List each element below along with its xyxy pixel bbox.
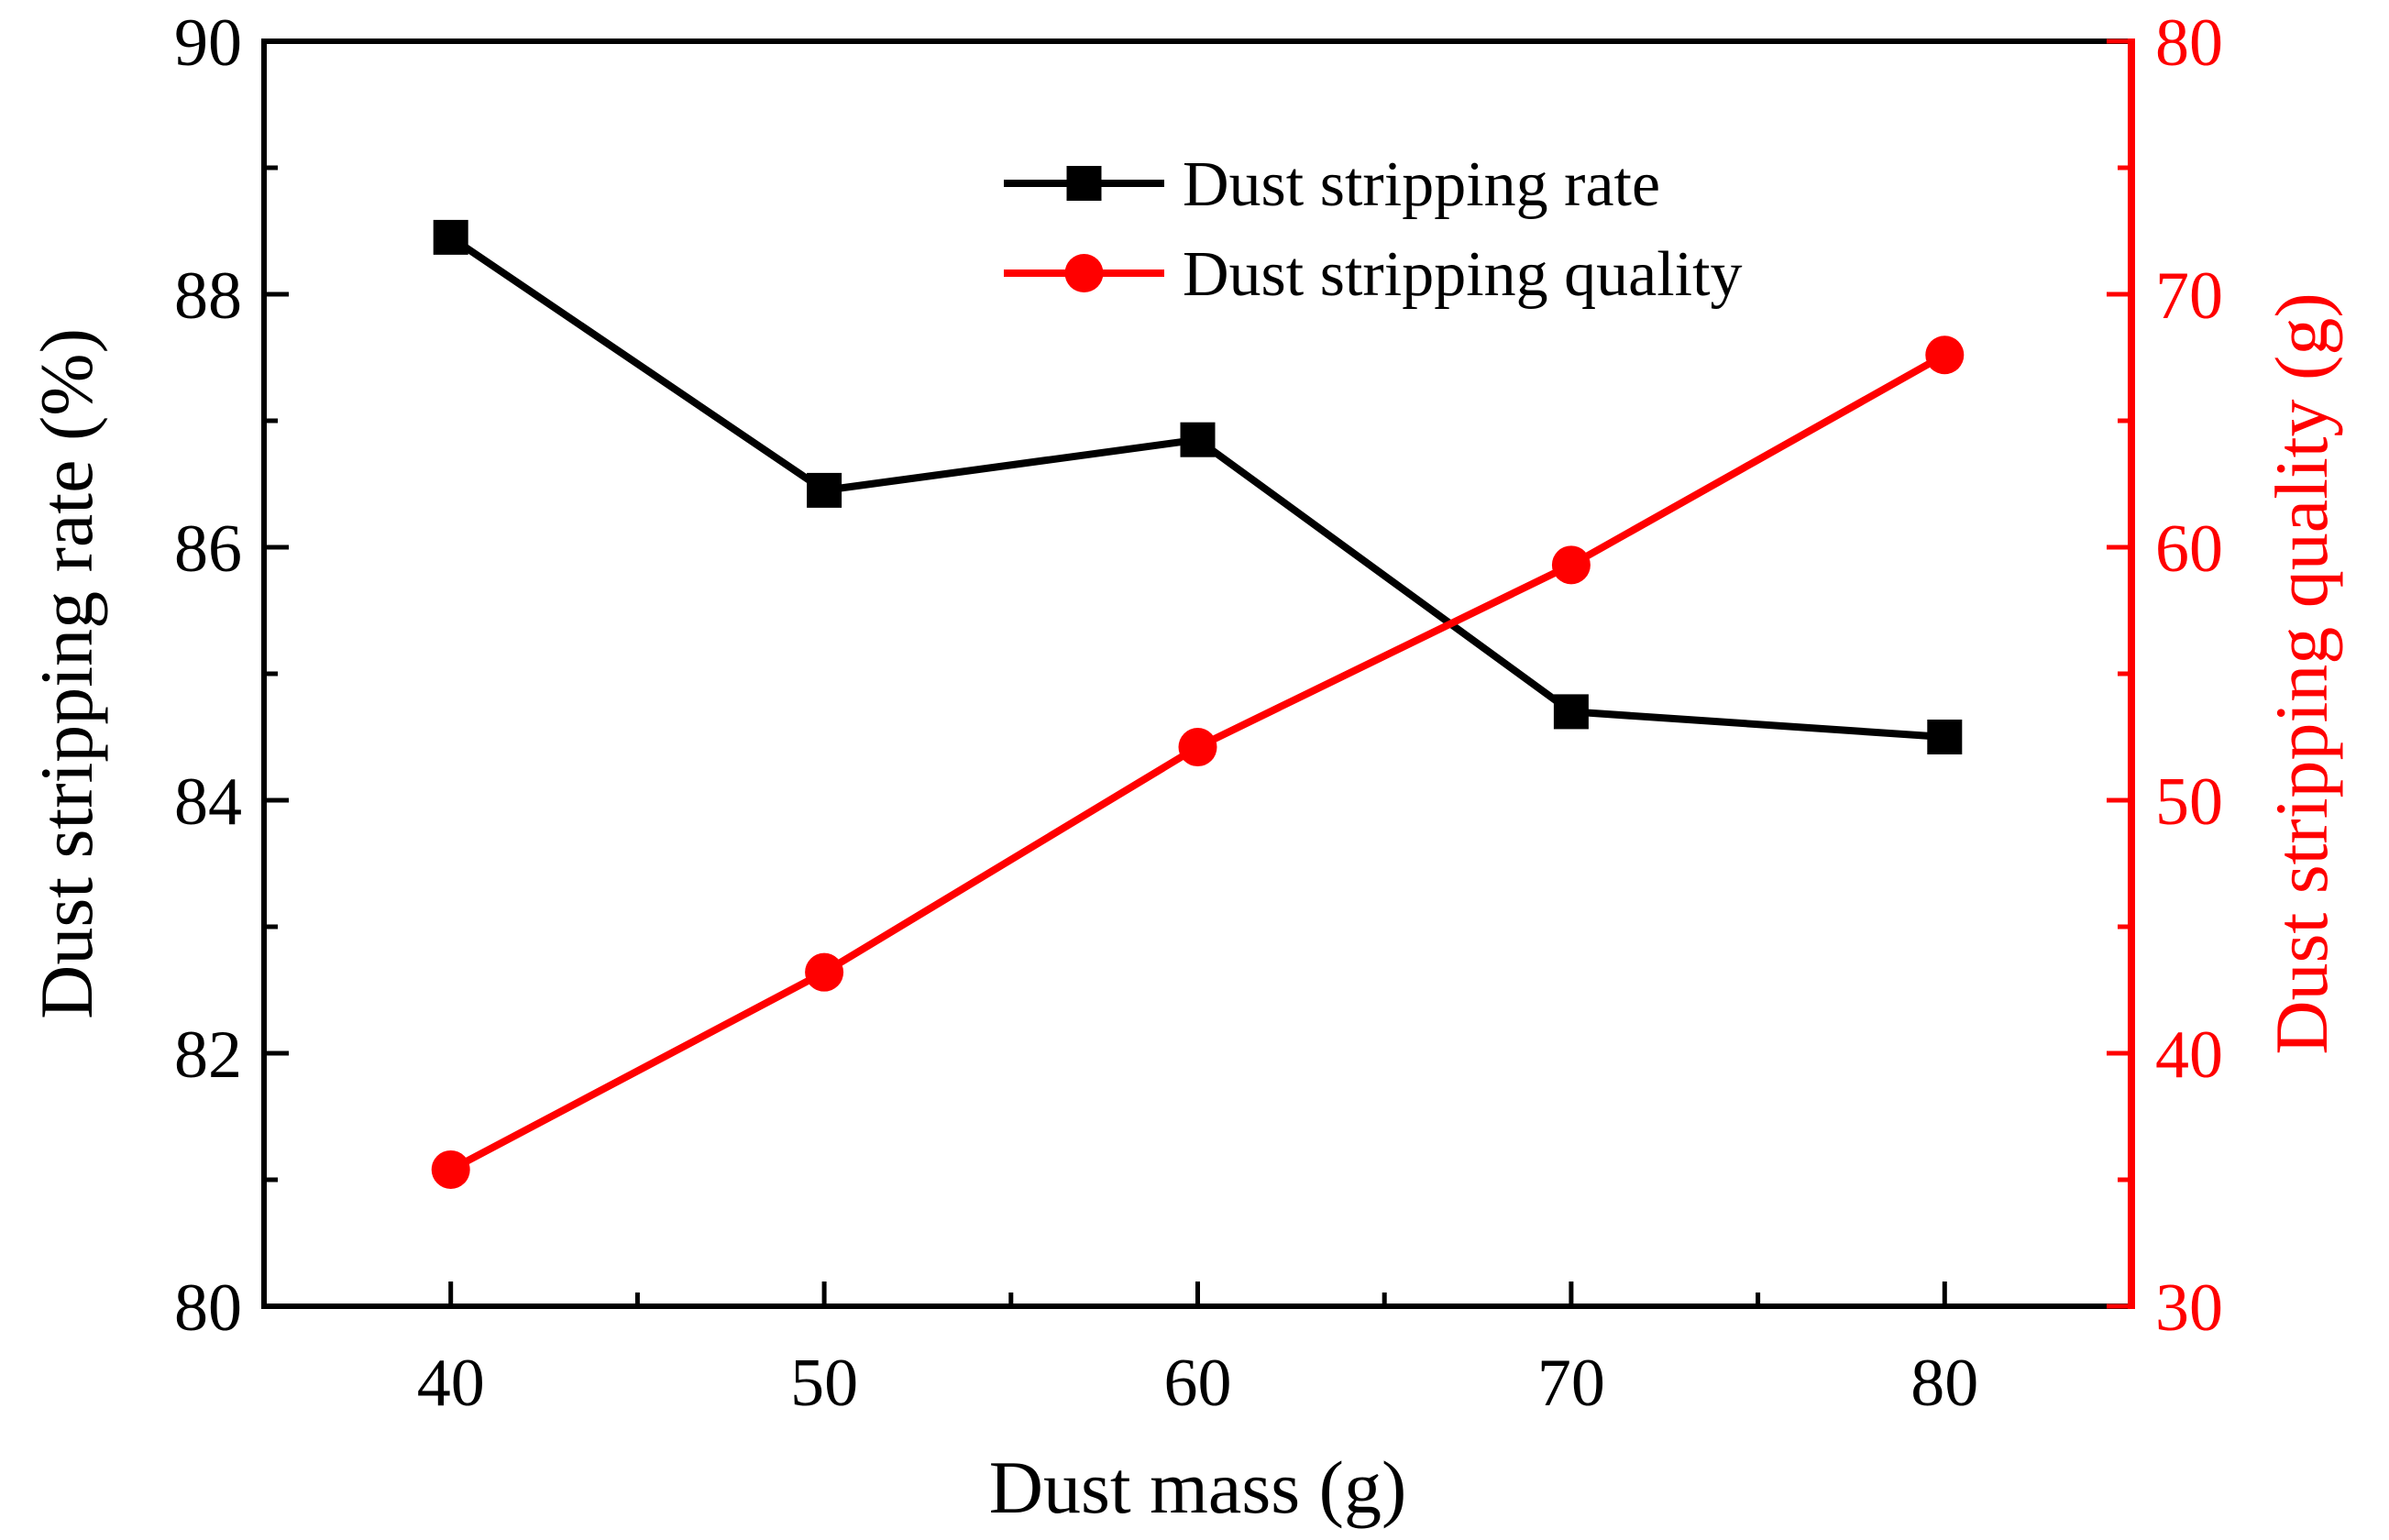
data-point-dust-stripping-quality: [1551, 545, 1591, 585]
y-tick-label-right: 60: [2155, 512, 2223, 587]
y-tick-label-right: 30: [2155, 1270, 2223, 1346]
axis-labels: Dust mass (g) Dust stripping rate (%) Du…: [25, 292, 2343, 1529]
x-tick-label: 50: [790, 1346, 858, 1421]
axes-layer: 80 82 84 86 88 90 40 50 60 70 80 30 40 50 60 70 80: [174, 6, 2223, 1421]
data-point-dust-stripping-rate: [1553, 694, 1589, 730]
y-tick-label-right: 70: [2155, 258, 2223, 334]
y-tick-label-right: 80: [2155, 6, 2223, 81]
x-tick-label: 70: [1537, 1346, 1605, 1421]
x-tick-label: 60: [1164, 1346, 1232, 1421]
legend-label-dust-stripping-rate: Dust stripping rate: [1183, 149, 1660, 220]
y-tick-label-right: 40: [2155, 1018, 2223, 1093]
legend-marker-dust-stripping-quality: [1064, 254, 1104, 292]
data-point-dust-stripping-quality: [805, 952, 844, 992]
y-tick-label-left: 88: [174, 258, 242, 334]
y-tick-label-left: 84: [174, 764, 242, 840]
y-tick-label-right: 50: [2155, 764, 2223, 840]
data-point-dust-stripping-rate: [1180, 422, 1216, 457]
data-point-dust-stripping-rate: [433, 219, 468, 255]
y-axis-title-left: Dust stripping rate (%): [25, 328, 108, 1019]
x-tick-label: 40: [417, 1346, 485, 1421]
legend-label-dust-stripping-quality: Dust stripping quality: [1183, 239, 1743, 310]
legend-marker-dust-stripping-rate: [1066, 166, 1102, 201]
data-point-dust-stripping-rate: [1927, 720, 1963, 754]
series-layer: [431, 219, 1965, 1189]
x-axis-title: Dust mass (g): [989, 1446, 1407, 1529]
data-point-dust-stripping-rate: [807, 472, 842, 508]
y-tick-label-left: 80: [174, 1270, 242, 1346]
y-axis-title-right: Dust stripping quality (g): [2260, 292, 2343, 1054]
data-point-dust-stripping-quality: [1178, 728, 1217, 767]
y-tick-label-left: 86: [174, 512, 242, 587]
data-point-dust-stripping-quality: [1925, 336, 1965, 375]
y-tick-label-left: 90: [174, 6, 242, 81]
series-line-dust-stripping-rate: [448, 234, 1945, 741]
x-tick-label: 80: [1910, 1346, 1978, 1421]
legend: Dust stripping rate Dust stripping qualit…: [1004, 149, 1743, 310]
data-point-dust-stripping-quality: [431, 1150, 470, 1189]
y-tick-label-left: 82: [174, 1018, 242, 1093]
